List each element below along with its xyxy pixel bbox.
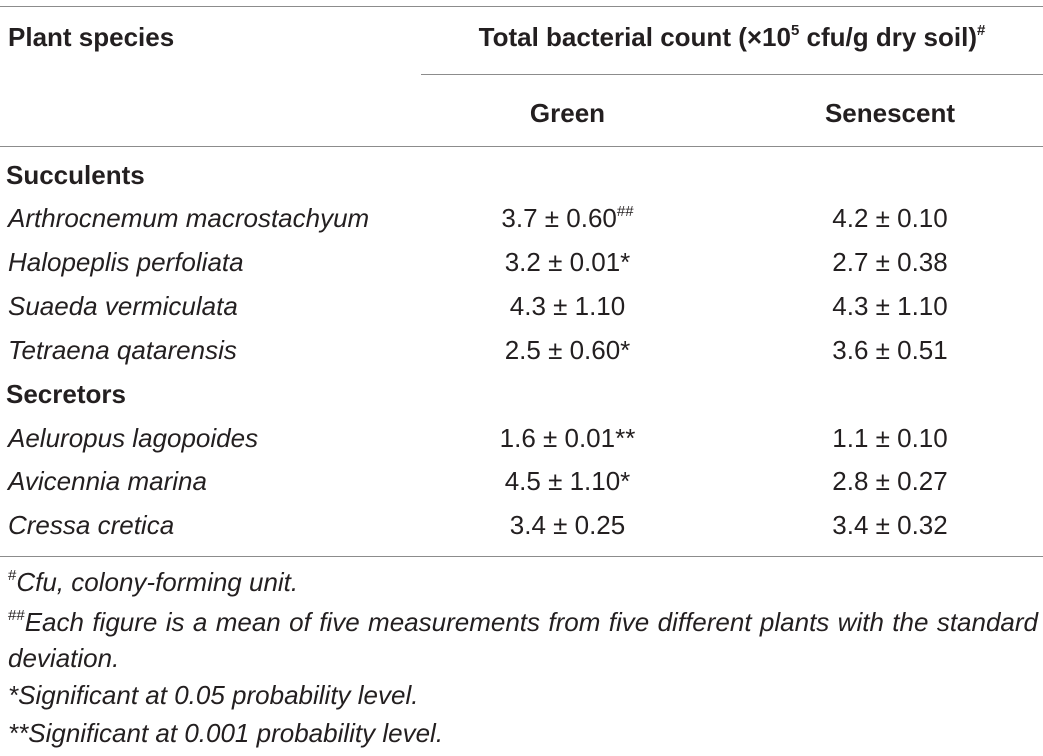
green-value-cell: 4.3 ± 1.10 <box>509 291 626 321</box>
senescent-value-cell: 4.3 ± 1.10 <box>832 291 948 321</box>
green-value-cell: 1.6 ± 0.01** <box>499 423 636 453</box>
species-cell: Arthrocnemum macrostachyum <box>8 203 370 233</box>
senescent-value-cell: 2.7 ± 0.38 <box>832 247 948 277</box>
column-header-senescent: Senescent <box>824 98 956 128</box>
column-header-total-bacterial-count: Total bacterial count (×105 cfu/g dry so… <box>421 22 1043 52</box>
footnote-text: Each figure is a mean of five measuremen… <box>8 607 1038 673</box>
footnote-mean: ##Each figure is a mean of five measurem… <box>8 604 1038 676</box>
header-sub-rule <box>421 74 1043 75</box>
footnote-mark: # <box>8 567 17 584</box>
group-label-secretors: Secretors <box>6 379 126 409</box>
count-label-pre: Total bacterial count (×10 <box>478 22 791 52</box>
senescent-value-cell: 3.4 ± 0.32 <box>832 510 948 540</box>
senescent-value-cell: 3.6 ± 0.51 <box>832 335 948 365</box>
green-value-cell: 3.4 ± 0.25 <box>509 510 626 540</box>
senescent-value-cell: 1.1 ± 0.10 <box>832 423 948 453</box>
header-bottom-rule <box>0 146 1043 147</box>
green-value-cell: 3.7 ± 0.60## <box>470 203 665 233</box>
count-label-footnote-mark: # <box>977 22 986 39</box>
count-label-exponent: 5 <box>790 22 800 39</box>
green-value-cell: 4.5 ± 1.10* <box>504 466 631 496</box>
footnote-cfu: #Cfu, colony-forming unit. <box>8 564 1038 600</box>
group-label-succulents: Succulents <box>6 160 145 190</box>
table-top-rule <box>0 6 1043 7</box>
senescent-value-cell: 2.8 ± 0.27 <box>832 466 948 496</box>
footnote-significance-0001: **Significant at 0.001 probability level… <box>8 718 444 748</box>
green-value-mark: ## <box>616 203 634 220</box>
species-cell: Cressa cretica <box>8 510 175 540</box>
green-value-cell: 2.5 ± 0.60* <box>504 335 631 365</box>
species-cell: Tetraena qatarensis <box>8 335 237 365</box>
footnote-mark: ## <box>8 607 25 624</box>
column-header-plant-species: Plant species <box>8 22 175 52</box>
species-cell: Halopeplis perfoliata <box>8 247 244 277</box>
footnote-significance-005: *Significant at 0.05 probability level. <box>8 680 419 710</box>
footnote-text: Cfu, colony-forming unit. <box>16 567 299 597</box>
table-bottom-rule <box>0 556 1043 557</box>
senescent-value-cell: 4.2 ± 0.10 <box>832 203 948 233</box>
species-cell: Aeluropus lagopoides <box>8 423 259 453</box>
column-header-green: Green <box>529 98 606 128</box>
species-cell: Avicennia marina <box>8 466 207 496</box>
green-value: 3.7 ± 0.60 <box>501 203 617 233</box>
count-label-post: cfu/g dry soil) <box>799 22 977 52</box>
species-cell: Suaeda vermiculata <box>8 291 238 321</box>
green-value-cell: 3.2 ± 0.01* <box>504 247 631 277</box>
